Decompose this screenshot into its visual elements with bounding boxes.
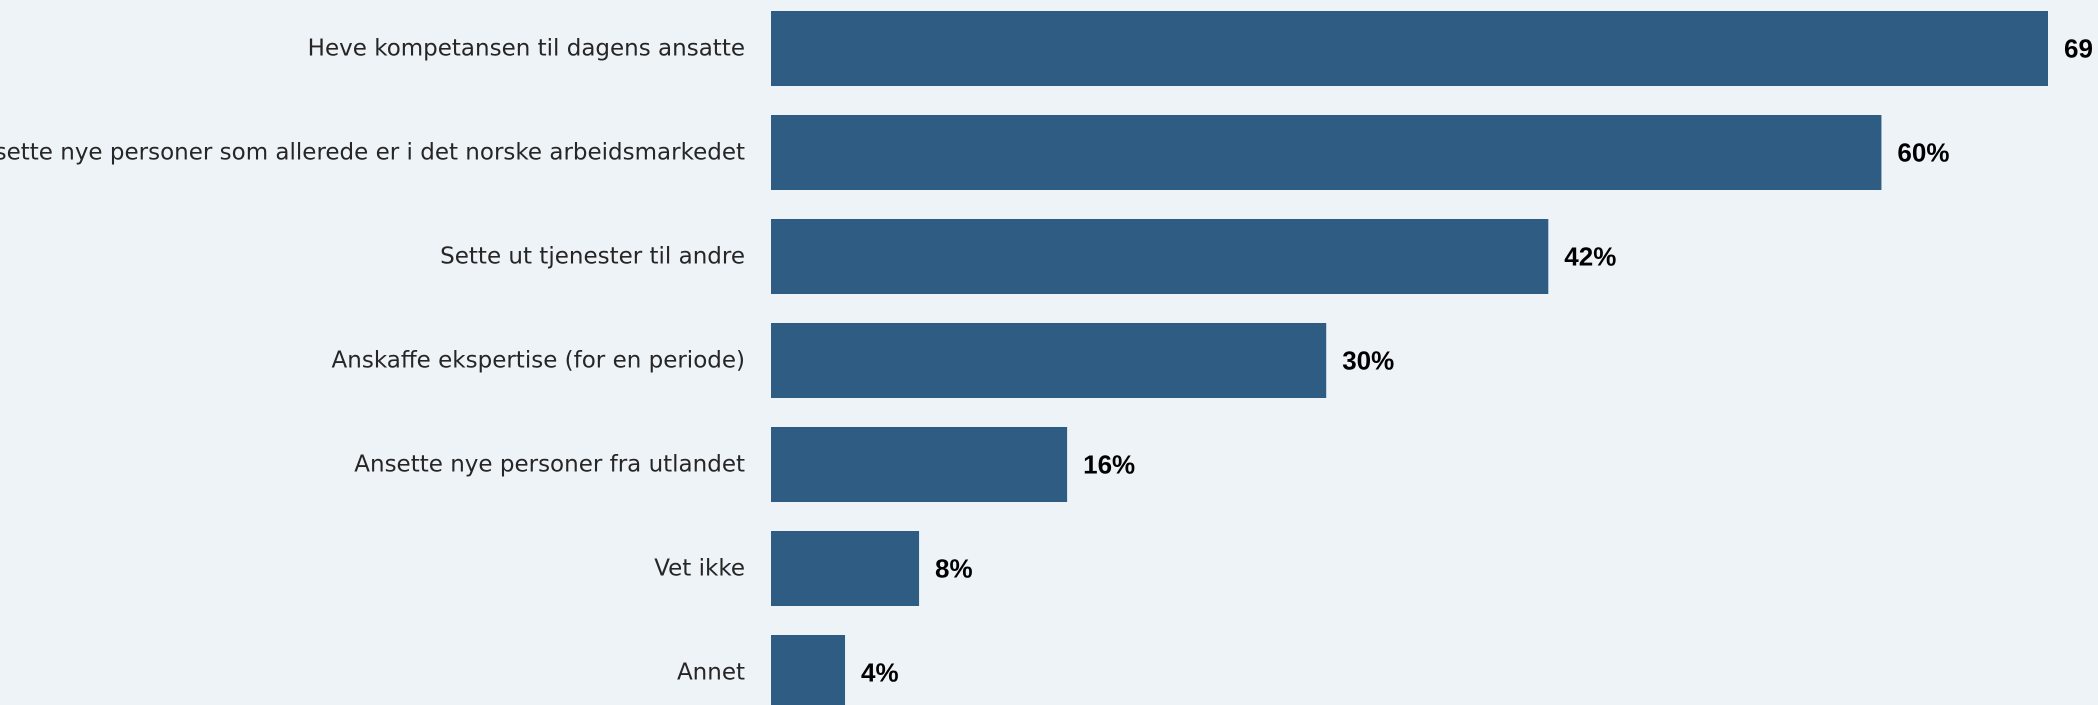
category-label: Ansette nye personer fra utlandet: [354, 452, 745, 478]
bar: [771, 323, 1327, 398]
bar-row: Vet ikke 8%: [654, 531, 973, 606]
bar-row: Anskaffe ekspertise (for en periode) 30%: [332, 323, 1394, 398]
value-label: 16%: [1083, 450, 1135, 480]
category-label: Vet ikke: [654, 556, 745, 582]
value-label: 30%: [1342, 346, 1394, 376]
chart-rows: Heve kompetansen til dagens ansatte 69 Ans…: [0, 11, 2093, 705]
bar: [771, 531, 920, 606]
value-label: 4%: [861, 658, 899, 688]
category-label: Ansette nye personer som allerede er i d…: [0, 140, 745, 166]
bar-row: Annet 4%: [677, 635, 899, 705]
bar-row: Heve kompetansen til dagens ansatte 69: [308, 11, 2093, 86]
category-label: Anskaffe ekspertise (for en periode): [332, 348, 745, 374]
bar-row: Ansette nye personer som allerede er i d…: [0, 115, 1949, 190]
value-label: 60%: [1897, 138, 1949, 168]
bar-row: Ansette nye personer fra utlandet 16%: [354, 427, 1135, 502]
category-label: Sette ut tjenester til andre: [440, 244, 745, 270]
bar: [771, 11, 2048, 86]
bar: [771, 635, 846, 705]
value-label: 8%: [935, 554, 973, 584]
bar: [771, 115, 1882, 190]
bar: [771, 427, 1068, 502]
category-label: Heve kompetansen til dagens ansatte: [308, 36, 745, 62]
bar: [771, 219, 1549, 294]
bar-row: Sette ut tjenester til andre 42%: [440, 219, 1616, 294]
category-label: Annet: [677, 660, 745, 686]
value-label: 69: [2064, 34, 2093, 64]
value-label: 42%: [1564, 242, 1616, 272]
